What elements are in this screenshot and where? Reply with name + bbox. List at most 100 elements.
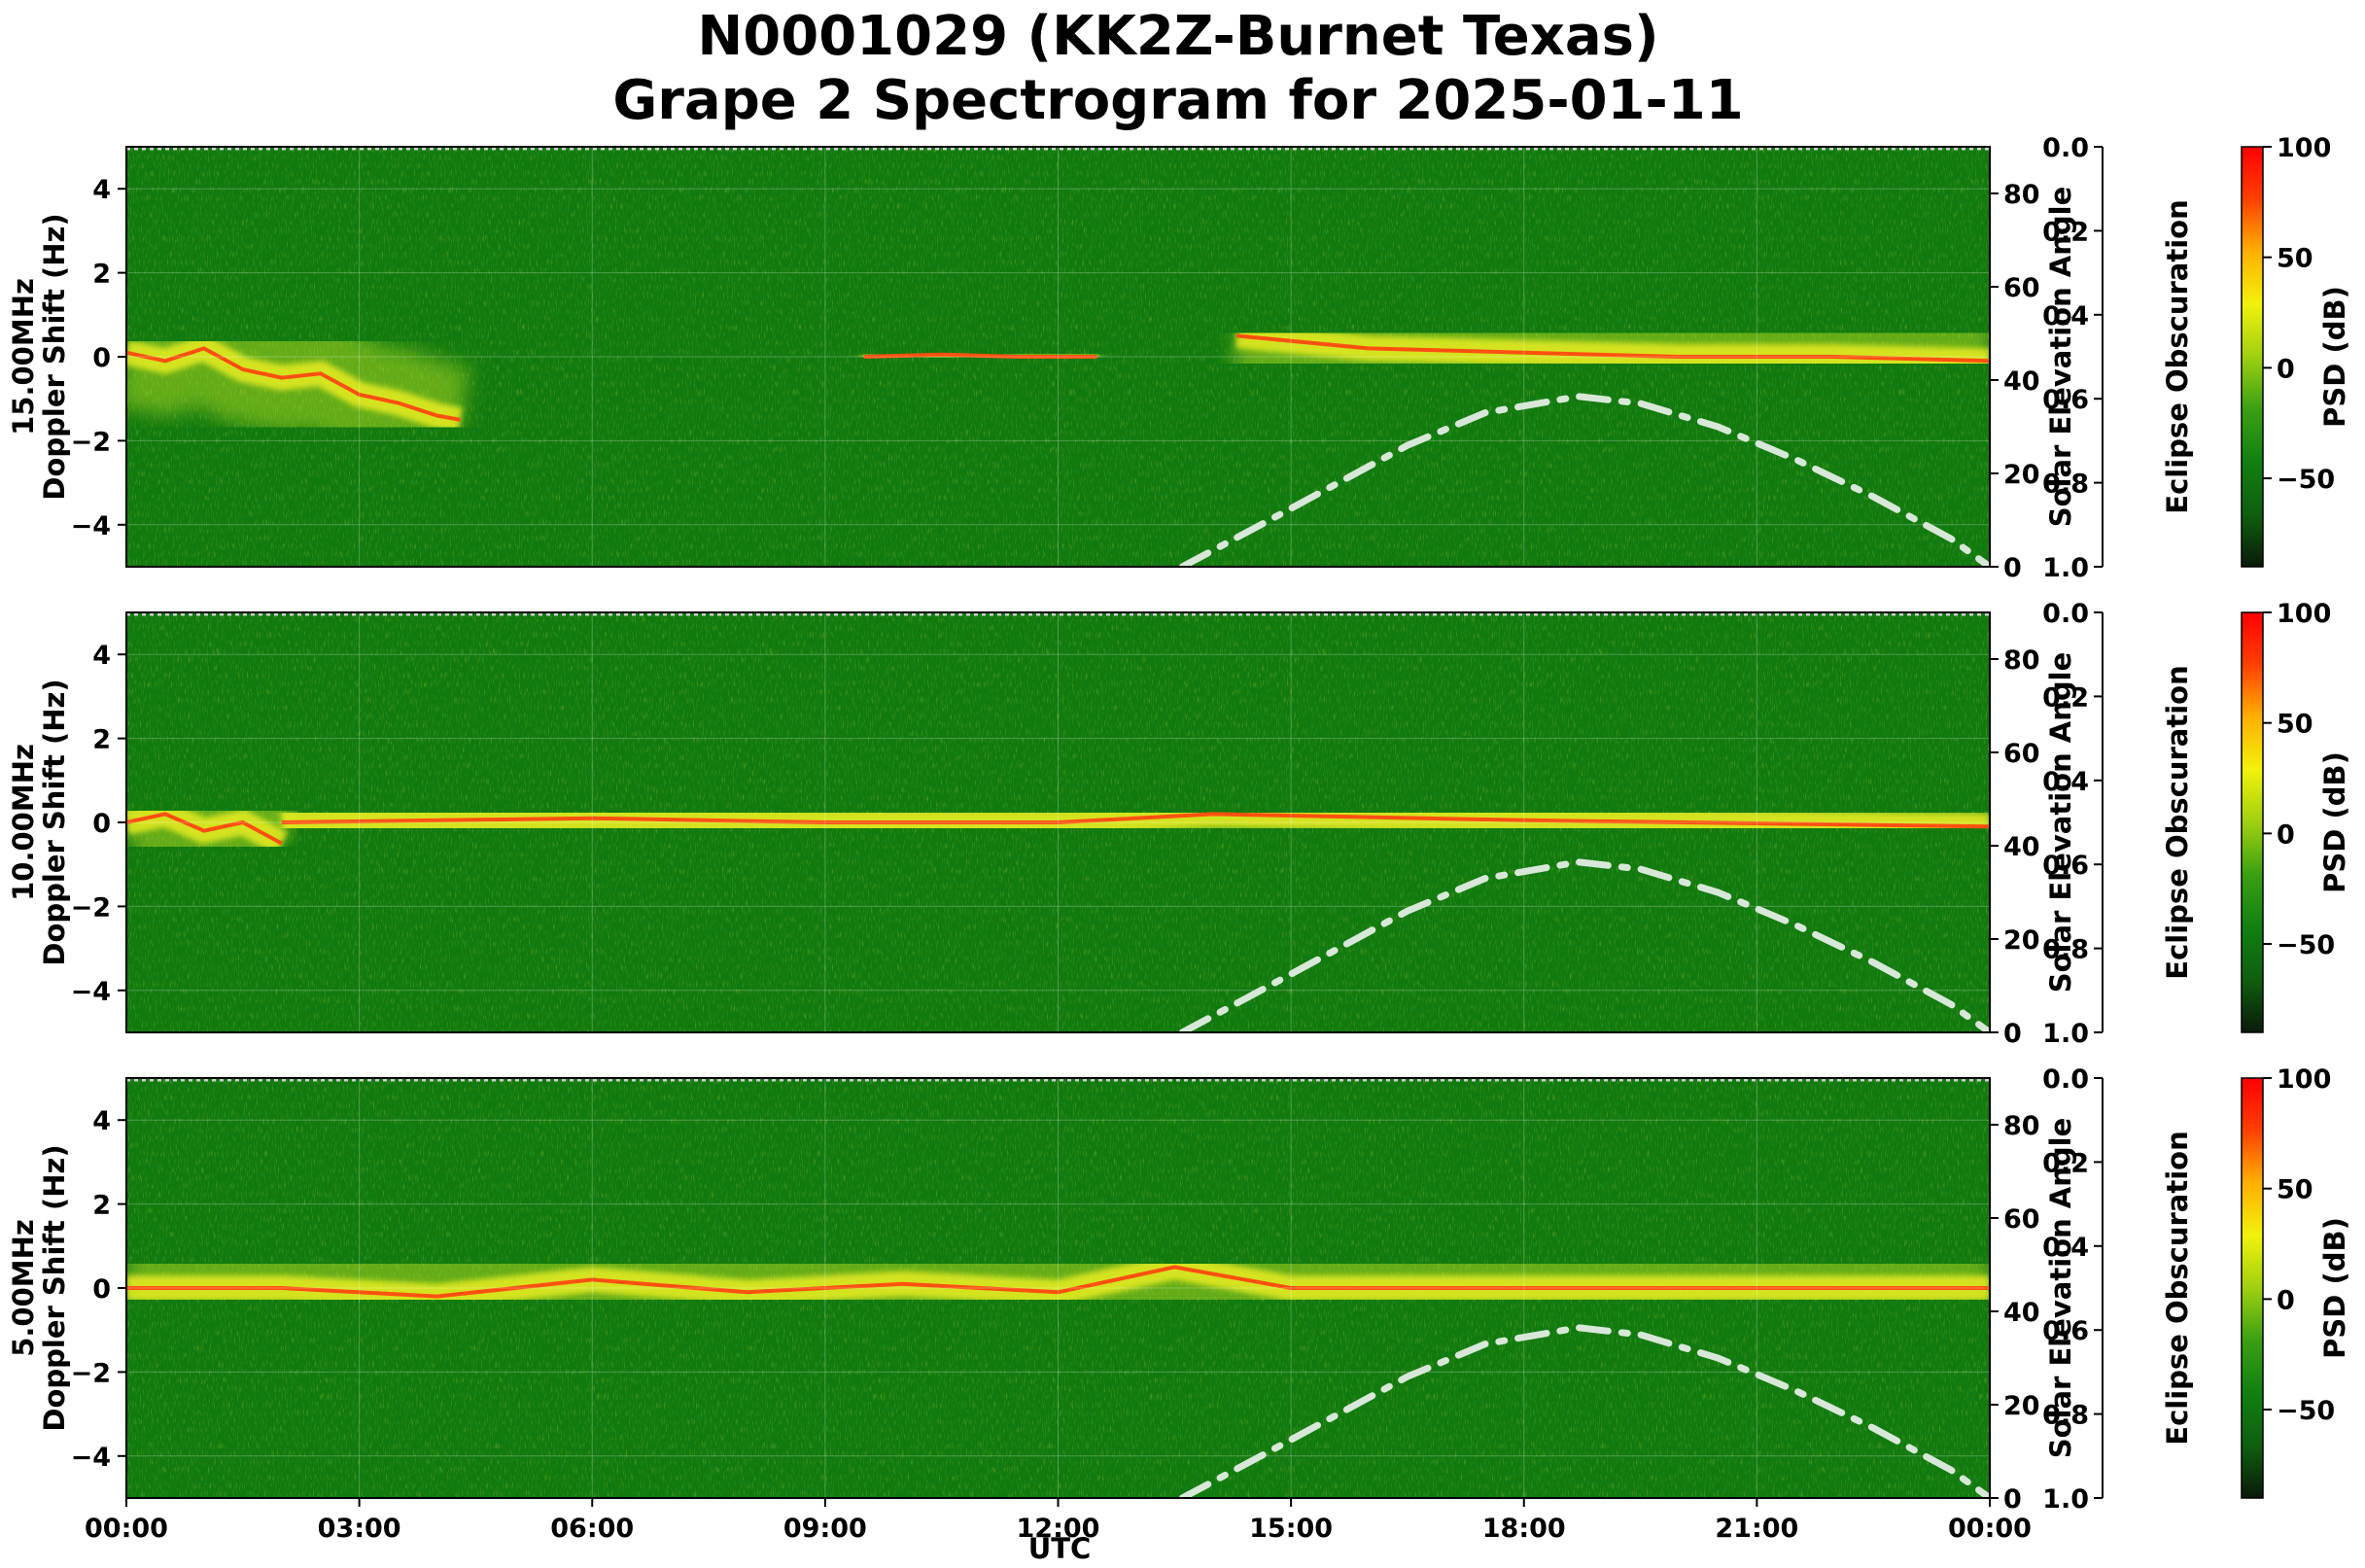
solar-axis-label: Solar Elevation Angle bbox=[2044, 187, 2077, 528]
eclipse-tick-label: 0.6 bbox=[2042, 385, 2089, 415]
eclipse-tick-label: 0.0 bbox=[2042, 599, 2089, 629]
solar-elevation-curve bbox=[1178, 858, 1990, 1032]
colorbar-tick-label: −50 bbox=[2277, 930, 2335, 960]
eclipse-tick-label: 0.8 bbox=[2042, 470, 2089, 500]
colorbar-label: PSD (dB) bbox=[2318, 1217, 2351, 1359]
eclipse-axis-label: Eclipse Obscuration bbox=[2161, 665, 2194, 979]
colorbar bbox=[2241, 611, 2264, 1033]
colorbar-tick-label: 50 bbox=[2277, 244, 2313, 274]
y-tick-label: 4 bbox=[92, 175, 111, 205]
solar-tick-label: 20 bbox=[2003, 925, 2040, 956]
solar-tick-label: 20 bbox=[2003, 1391, 2040, 1421]
eclipse-axis-label: Eclipse Obscuration bbox=[2161, 199, 2194, 513]
eclipse-tick-label: 0.2 bbox=[2042, 217, 2089, 247]
trace-line bbox=[863, 352, 1097, 359]
solar-tick-label: 80 bbox=[2003, 180, 2040, 210]
eclipse-tick-label: 0.4 bbox=[2042, 1233, 2089, 1263]
eclipse-tick-label: 0.6 bbox=[2042, 851, 2089, 881]
x-tick-label: 21:00 bbox=[1715, 1514, 1798, 1544]
x-tick-label: 09:00 bbox=[783, 1514, 867, 1544]
eclipse-tick-label: 0.2 bbox=[2042, 1148, 2089, 1178]
colorbar-label: PSD (dB) bbox=[2318, 751, 2351, 893]
doppler-axis-label: Doppler Shift (Hz) bbox=[38, 213, 71, 500]
y-tick-label: 2 bbox=[92, 260, 111, 290]
eclipse-tick-label: 0.8 bbox=[2042, 1401, 2089, 1431]
colorbar-tick-label: 50 bbox=[2277, 1175, 2313, 1205]
y-tick-label: 0 bbox=[92, 809, 111, 839]
solar-tick-label: 80 bbox=[2003, 1111, 2040, 1141]
eclipse-tick-label: 0.0 bbox=[2042, 1064, 2089, 1095]
x-tick-label: 18:00 bbox=[1482, 1514, 1566, 1544]
colorbar-tick-label: 50 bbox=[2277, 710, 2313, 740]
doppler-axis-label: Doppler Shift (Hz) bbox=[38, 679, 71, 965]
trace-line bbox=[126, 346, 461, 422]
solar-tick-label: 60 bbox=[2003, 1204, 2040, 1235]
eclipse-tick-label: 0.8 bbox=[2042, 935, 2089, 965]
x-axis-label: UTC bbox=[1028, 1532, 1092, 1565]
solar-tick-label: 40 bbox=[2003, 366, 2040, 397]
y-tick-label: −2 bbox=[71, 427, 111, 457]
colorbar-tick-label: 0 bbox=[2277, 819, 2295, 850]
x-tick-label: 12:00 bbox=[1017, 1514, 1100, 1544]
solar-tick-label: 40 bbox=[2003, 1298, 2040, 1328]
eclipse-tick-label: 0.4 bbox=[2042, 767, 2089, 797]
doppler-axis-label: Doppler Shift (Hz) bbox=[38, 1144, 71, 1431]
eclipse-tick-label: 0.0 bbox=[2042, 133, 2089, 163]
eclipse-tick-label: 0.2 bbox=[2042, 682, 2089, 713]
freq-label: 10.00MHz bbox=[7, 744, 40, 901]
solar-tick-label: 20 bbox=[2003, 460, 2040, 490]
y-tick-label: 4 bbox=[92, 641, 111, 671]
y-tick-label: −2 bbox=[71, 892, 111, 923]
solar-tick-label: 0 bbox=[2003, 553, 2022, 583]
y-tick-label: 0 bbox=[92, 1274, 111, 1305]
colorbar-tick-label: −50 bbox=[2277, 465, 2335, 495]
y-tick-label: −4 bbox=[71, 1443, 111, 1473]
solar-axis-label: Solar Elevation Angle bbox=[2044, 1118, 2077, 1459]
solar-tick-label: 60 bbox=[2003, 273, 2040, 303]
solar-elevation-curve bbox=[1178, 393, 1990, 567]
trace-line bbox=[1236, 333, 1990, 364]
trace-line bbox=[281, 812, 1990, 829]
x-axis: 00:00 03:00 06:00 09:00 12:00 15:00 18:00 21:00… bbox=[85, 1498, 2032, 1544]
trace-line bbox=[126, 812, 283, 846]
freq-label: 15.00MHz bbox=[7, 278, 40, 436]
colorbar-tick-label: 0 bbox=[2277, 1285, 2295, 1315]
x-tick-label: 00:00 bbox=[85, 1514, 168, 1544]
solar-elevation-curve bbox=[1178, 1324, 1990, 1498]
y-tick-label: −2 bbox=[71, 1358, 111, 1388]
eclipse-tick-label: 0.4 bbox=[2042, 301, 2089, 331]
x-tick-label: 03:00 bbox=[318, 1514, 401, 1544]
y-tick-label: −4 bbox=[71, 511, 111, 541]
solar-tick-label: 0 bbox=[2003, 1484, 2022, 1515]
y-tick-label: −4 bbox=[71, 977, 111, 1007]
x-tick-label: 06:00 bbox=[550, 1514, 634, 1544]
eclipse-tick-label: 1.0 bbox=[2042, 1484, 2089, 1515]
freq-label: 5.00MHz bbox=[7, 1219, 40, 1357]
solar-tick-label: 0 bbox=[2003, 1019, 2022, 1049]
figure-title-line2: Grape 2 Spectrogram for 2025-01-11 bbox=[612, 69, 1743, 132]
eclipse-tick-label: 1.0 bbox=[2042, 553, 2089, 583]
colorbar-tick-label: 0 bbox=[2277, 354, 2295, 384]
solar-axis-label: Solar Elevation Angle bbox=[2044, 652, 2077, 993]
y-tick-label: 2 bbox=[92, 725, 111, 755]
eclipse-axis-label: Eclipse Obscuration bbox=[2161, 1131, 2194, 1445]
x-tick-label: 15:00 bbox=[1249, 1514, 1333, 1544]
y-tick-label: 0 bbox=[92, 343, 111, 373]
trace-line bbox=[126, 1265, 1990, 1299]
colorbar-tick-label: −50 bbox=[2277, 1396, 2335, 1426]
eclipse-tick-label: 1.0 bbox=[2042, 1019, 2089, 1049]
colorbar-tick-label: 100 bbox=[2277, 599, 2331, 629]
colorbar-tick-label: 100 bbox=[2277, 1064, 2331, 1095]
y-tick-label: 2 bbox=[92, 1191, 111, 1221]
solar-tick-label: 60 bbox=[2003, 739, 2040, 769]
colorbar bbox=[2241, 1077, 2264, 1499]
x-tick-label: 00:00 bbox=[1948, 1514, 2032, 1544]
solar-tick-label: 80 bbox=[2003, 645, 2040, 676]
solar-tick-label: 40 bbox=[2003, 832, 2040, 862]
colorbar-tick-label: 100 bbox=[2277, 133, 2331, 163]
